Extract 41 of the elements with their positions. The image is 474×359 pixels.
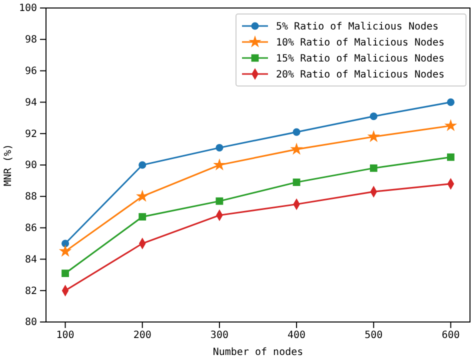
legend-label: 10% Ratio of Malicious Nodes [276,38,445,48]
y-tick-label: 86 [24,223,37,234]
y-tick-label: 98 [24,34,37,46]
point [370,164,378,172]
x-tick-label: 400 [288,330,306,342]
x-axis-title: Number of nodes [212,347,304,358]
point [216,197,224,205]
point [292,128,300,136]
point [444,119,458,132]
y-tick-label: 84 [24,254,37,266]
point [216,144,224,152]
point [136,190,149,202]
point [447,153,454,161]
x-tick-label: 200 [133,330,152,342]
x-tick-label: 500 [364,330,383,342]
point [290,142,303,155]
y-tick-label: 90 [24,160,37,172]
point [370,112,378,120]
y-tick-label: 88 [24,192,37,203]
x-tick-label: 300 [210,330,228,342]
legend-label: 20% Ratio of Malicious Nodes [276,70,445,80]
legend-label: 15% Ratio of Malicious Nodes [276,54,445,64]
point [62,270,69,278]
x-tick-label: 100 [56,330,74,342]
point [58,244,72,257]
point [138,213,146,221]
y-tick-label: 80 [24,317,37,328]
legend-label: 5% Ratio of Malicious Nodes [276,22,439,32]
point [213,158,226,170]
y-tick-label: 82 [24,286,37,297]
point [61,240,70,248]
y-tick-label: 96 [24,66,37,77]
x-tick-label: 600 [442,330,460,342]
point [138,161,146,169]
point [367,130,380,142]
y-tick-label: 100 [18,3,37,14]
y-axis-title: MNR (%) [3,144,14,186]
point [292,178,300,186]
point [446,98,455,106]
y-tick-label: 92 [24,128,37,140]
y-tick-label: 94 [24,97,37,108]
